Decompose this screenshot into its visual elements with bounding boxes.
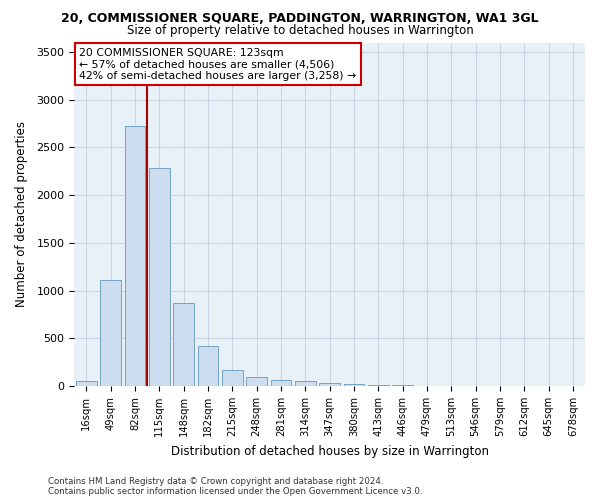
Bar	[173, 303, 194, 386]
Text: Contains HM Land Registry data © Crown copyright and database right 2024.
Contai: Contains HM Land Registry data © Crown c…	[48, 476, 422, 496]
Bar	[246, 377, 267, 386]
Bar	[271, 380, 291, 386]
Bar	[100, 280, 121, 386]
Bar	[125, 126, 145, 386]
Bar	[344, 384, 364, 386]
Text: 20 COMMISSIONER SQUARE: 123sqm
← 57% of detached houses are smaller (4,506)
42% : 20 COMMISSIONER SQUARE: 123sqm ← 57% of …	[79, 48, 356, 81]
Bar	[295, 382, 316, 386]
Bar	[197, 346, 218, 386]
Bar	[392, 385, 413, 386]
Y-axis label: Number of detached properties: Number of detached properties	[15, 122, 28, 308]
Bar	[222, 370, 242, 386]
Text: 20, COMMISSIONER SQUARE, PADDINGTON, WARRINGTON, WA1 3GL: 20, COMMISSIONER SQUARE, PADDINGTON, WAR…	[61, 12, 539, 26]
Bar	[319, 383, 340, 386]
Bar	[149, 168, 170, 386]
Text: Size of property relative to detached houses in Warrington: Size of property relative to detached ho…	[127, 24, 473, 37]
X-axis label: Distribution of detached houses by size in Warrington: Distribution of detached houses by size …	[170, 444, 488, 458]
Bar	[368, 385, 389, 386]
Bar	[76, 381, 97, 386]
